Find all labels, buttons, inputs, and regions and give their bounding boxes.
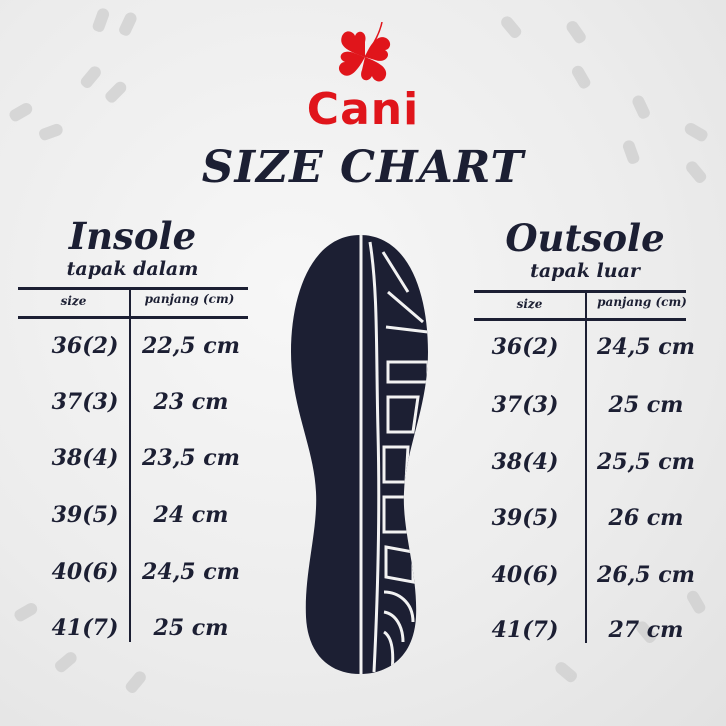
length-cell: 25,5 cm (597, 449, 695, 475)
four-leaf-clover-icon (338, 22, 391, 82)
size-cell: 40(6) (51, 559, 119, 585)
size-cell: 36(2) (51, 333, 119, 359)
outsole-subheading: tapak luar (530, 260, 640, 282)
length-cell: 23 cm (153, 389, 229, 415)
length-cell: 24,5 cm (597, 334, 695, 360)
page-title: SIZE CHART (201, 142, 525, 193)
length-cell: 24,5 cm (142, 559, 240, 585)
length-cell: 24 cm (153, 502, 229, 528)
insole-col-length: panjang (cm) (144, 292, 235, 306)
insole-subheading: tapak dalam (66, 258, 199, 280)
size-cell: 41(7) (51, 615, 119, 641)
length-cell: 26,5 cm (597, 562, 695, 588)
size-cell: 37(3) (491, 392, 559, 418)
insole-col-size: size (60, 294, 87, 308)
insole-heading: Insole (68, 214, 197, 258)
length-cell: 25 cm (608, 392, 684, 418)
length-cell: 27 cm (608, 617, 684, 643)
length-cell: 22,5 cm (142, 333, 240, 359)
length-cell: 23,5 cm (142, 445, 240, 471)
outsole-col-size: size (516, 297, 543, 311)
size-cell: 36(2) (491, 334, 559, 360)
outsole-col-length: panjang (cm) (597, 295, 687, 309)
size-cell: 38(4) (491, 449, 559, 475)
outsole-heading: Outsole (505, 216, 665, 260)
size-cell: 37(3) (51, 389, 119, 415)
length-cell: 26 cm (608, 505, 684, 531)
size-cell: 41(7) (491, 617, 559, 643)
size-cell: 40(6) (491, 562, 559, 588)
shoe-sole-illustration (291, 235, 428, 674)
size-cell: 39(5) (51, 502, 119, 528)
size-cell: 38(4) (51, 445, 119, 471)
brand-logo-text: Cani (306, 84, 420, 135)
length-cell: 25 cm (153, 615, 229, 641)
size-cell: 39(5) (491, 505, 559, 531)
